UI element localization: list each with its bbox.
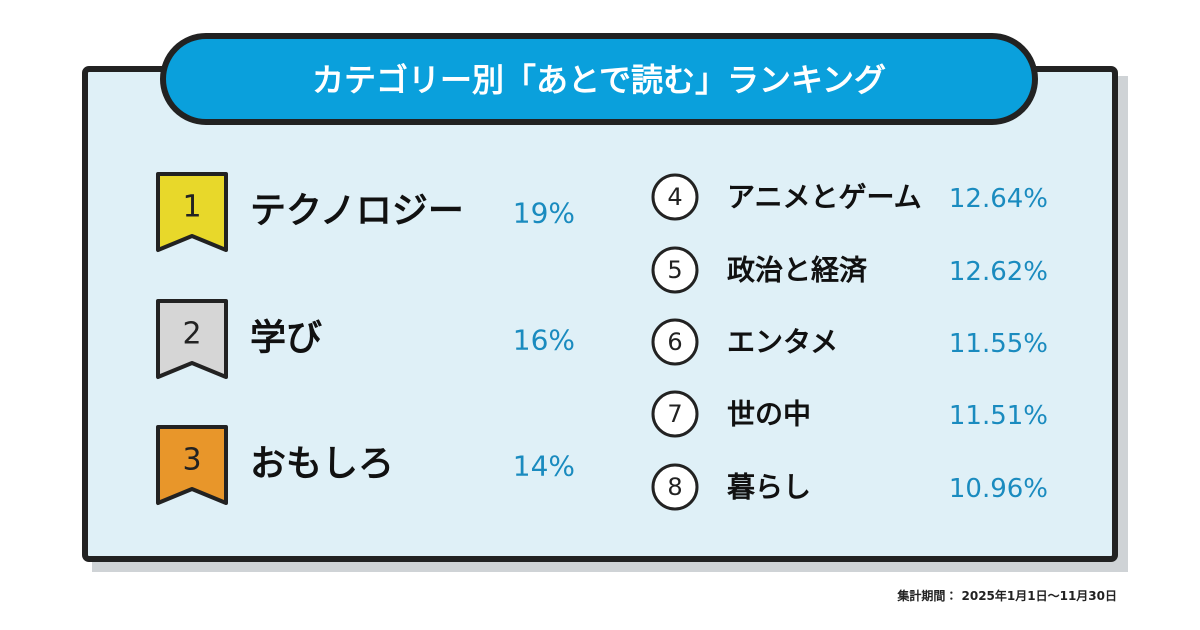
rank-circle bbox=[651, 318, 699, 366]
category-name: 学び bbox=[250, 318, 322, 359]
title-pill bbox=[160, 33, 1038, 125]
category-name: アニメとゲーム bbox=[727, 181, 922, 214]
rank-number: 3 bbox=[182, 443, 201, 478]
rank-circle bbox=[651, 390, 699, 438]
category-name: テクノロジー bbox=[250, 191, 464, 232]
rank-number: 8 bbox=[667, 473, 682, 501]
rank-ribbon bbox=[156, 425, 228, 505]
rank-circle bbox=[651, 246, 699, 294]
category-share: 11.55% bbox=[949, 329, 1048, 359]
category-share: 11.51% bbox=[949, 401, 1048, 431]
category-name: おもしろ bbox=[250, 444, 394, 485]
rank-number: 5 bbox=[667, 256, 682, 284]
rank-number: 2 bbox=[182, 317, 201, 352]
category-name: 暮らし bbox=[727, 471, 811, 504]
rank-circle bbox=[651, 463, 699, 511]
category-name: 政治と経済 bbox=[727, 254, 868, 287]
category-share: 14% bbox=[513, 450, 575, 483]
rank-number: 1 bbox=[182, 190, 201, 225]
period-note: 集計期間： 2025年1月1日〜11月30日 bbox=[896, 588, 1117, 603]
rank-ribbon bbox=[156, 299, 228, 379]
category-share: 12.64% bbox=[949, 184, 1048, 214]
category-share: 19% bbox=[513, 197, 575, 230]
category-name: 世の中 bbox=[727, 398, 811, 431]
rank-number: 4 bbox=[667, 183, 682, 211]
rank-ribbon bbox=[156, 172, 228, 252]
rank-circle bbox=[651, 173, 699, 221]
category-share: 16% bbox=[513, 324, 575, 357]
category-share: 12.62% bbox=[949, 257, 1048, 287]
rank-number: 7 bbox=[667, 400, 682, 428]
title: カテゴリー別「あとで読む」ランキング bbox=[312, 61, 886, 99]
category-share: 10.96% bbox=[949, 474, 1048, 504]
rank-number: 6 bbox=[667, 328, 682, 356]
category-name: エンタメ bbox=[727, 326, 838, 359]
